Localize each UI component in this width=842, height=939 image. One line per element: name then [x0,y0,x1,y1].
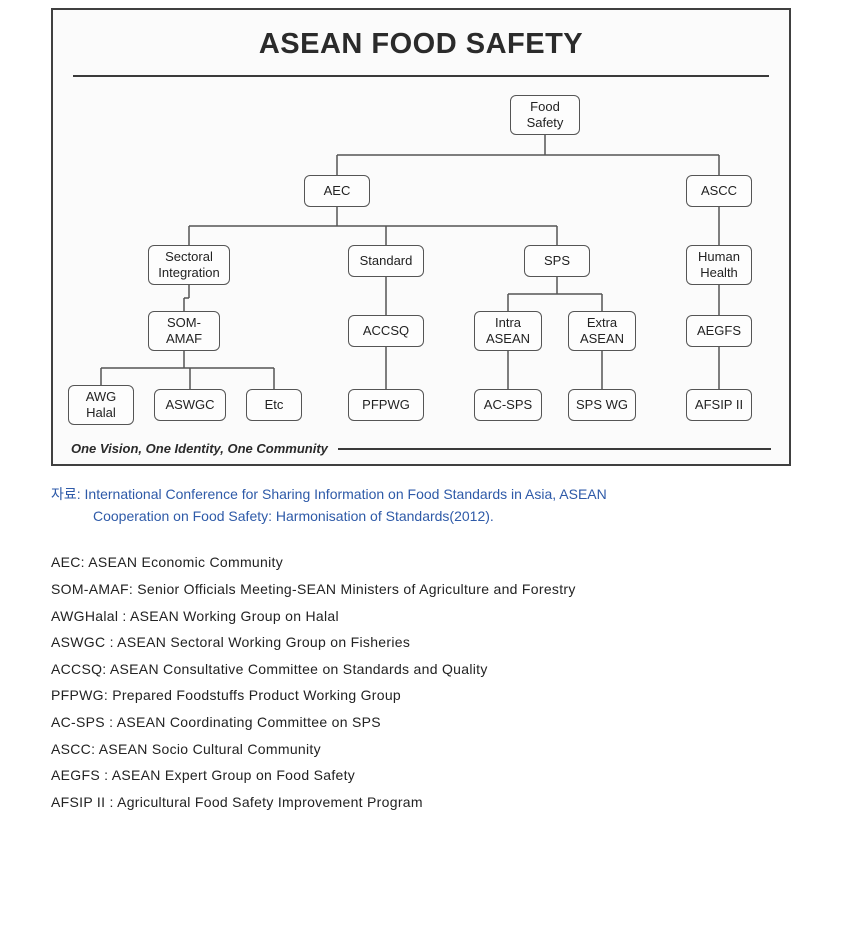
glossary-list: AEC: ASEAN Economic CommunitySOM-AMAF: S… [51,549,791,815]
org-chart-frame: ASEAN FOOD SAFETY FoodSafety AEC ASCC Secto… [51,8,791,466]
glossary-item: AWGHalal : ASEAN Working Group on Halal [51,603,791,630]
node-aegfs: AEGFS [686,315,752,347]
node-extra: ExtraASEAN [568,311,636,351]
node-food-safety: FoodSafety [510,95,580,135]
node-sps: SPS [524,245,590,277]
glossary-item: PFPWG: Prepared Foodstuffs Product Worki… [51,682,791,709]
node-etc: Etc [246,389,302,421]
glossary-item: ACCSQ: ASEAN Consultative Committee on S… [51,656,791,683]
motto-row: One Vision, One Identity, One Community [67,441,775,458]
glossary-item: ASCC: ASEAN Socio Cultural Community [51,736,791,763]
node-som-amaf: SOM-AMAF [148,311,220,351]
source-block: 자료: International Conference for Sharing… [51,484,791,527]
node-ascc: ASCC [686,175,752,207]
glossary-item: AEGFS : ASEAN Expert Group on Food Safet… [51,762,791,789]
node-afsip: AFSIP II [686,389,752,421]
glossary-item: ASWGC : ASEAN Sectoral Working Group on … [51,629,791,656]
source-line2: Cooperation on Food Safety: Harmonisatio… [51,506,791,528]
node-aswgc: ASWGC [154,389,226,421]
node-pfpwg: PFPWG [348,389,424,421]
glossary-item: SOM-AMAF: Senior Officials Meeting-SEAN … [51,576,791,603]
glossary-item: AFSIP II : Agricultural Food Safety Impr… [51,789,791,816]
motto-line [338,448,771,450]
node-accsq: ACCSQ [348,315,424,347]
motto-text: One Vision, One Identity, One Community [71,441,338,456]
node-aec: AEC [304,175,370,207]
source-label: 자료: [51,486,81,502]
glossary-item: AEC: ASEAN Economic Community [51,549,791,576]
title-rule [73,75,769,77]
source-line1: International Conference for Sharing Inf… [85,486,607,502]
node-sectoral: SectoralIntegration [148,245,230,285]
glossary-item: AC-SPS : ASEAN Coordinating Committee on… [51,709,791,736]
node-sps-wg: SPS WG [568,389,636,421]
node-human: HumanHealth [686,245,752,285]
chart-title: ASEAN FOOD SAFETY [67,28,775,61]
node-ac-sps: AC-SPS [474,389,542,421]
node-awg-halal: AWGHalal [68,385,134,425]
node-intra: IntraASEAN [474,311,542,351]
node-standard: Standard [348,245,424,277]
tree-area: FoodSafety AEC ASCC SectoralIntegration Stan… [68,95,774,435]
